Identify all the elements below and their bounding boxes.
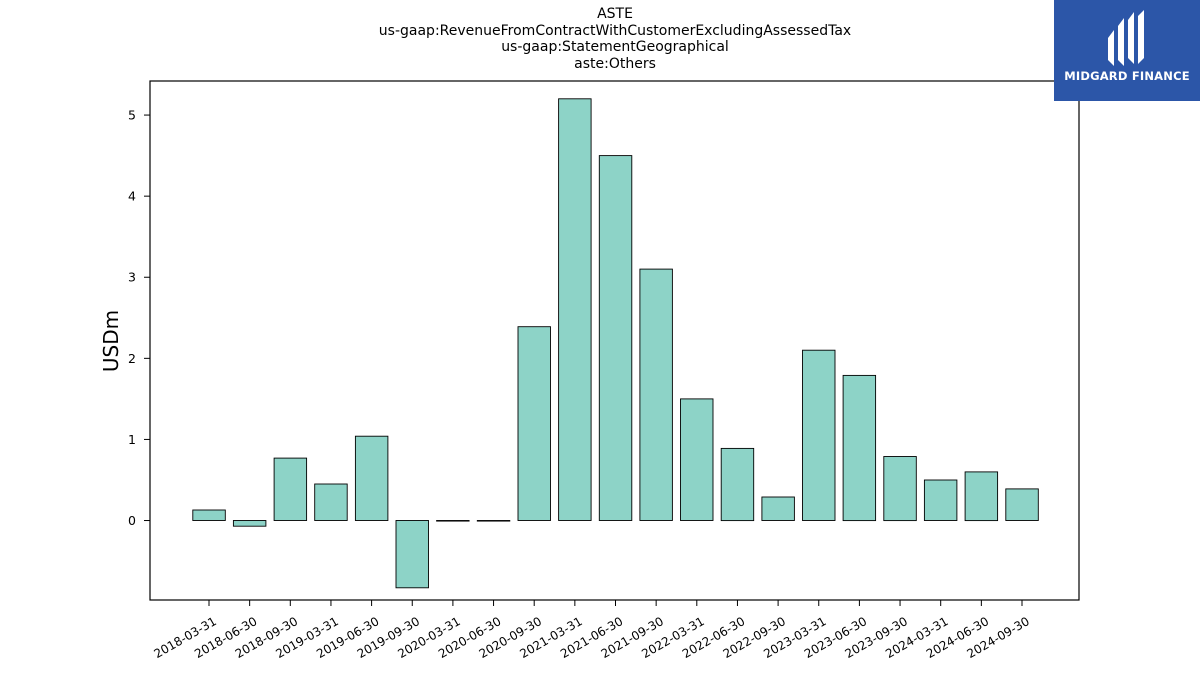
bar-2019-09-30	[395, 520, 429, 589]
bar-2024-09-30	[1005, 488, 1039, 521]
bar-2020-09-30	[517, 326, 551, 521]
bar-2023-09-30	[883, 456, 917, 522]
y-tick-label: 3	[128, 270, 136, 285]
bar-2020-06-30	[476, 520, 511, 522]
bar-2019-03-31	[314, 483, 348, 521]
bar-2024-03-31	[923, 479, 958, 521]
bar-2021-09-30	[639, 268, 673, 521]
bar-2022-03-31	[680, 398, 714, 521]
y-tick-label: 0	[128, 513, 136, 528]
bars-group	[192, 98, 1039, 589]
bar-2018-09-30	[273, 457, 308, 521]
y-axis: 0 1 2 3 4 5	[128, 108, 150, 528]
midgard-logo-mark-icon	[1108, 10, 1144, 66]
title-line-member: aste:Others	[574, 55, 656, 72]
y-tick-label: 2	[128, 351, 136, 366]
logo-text: MIDGARD FINANCE	[1064, 69, 1190, 83]
bar-2024-06-30	[964, 471, 999, 522]
bar-2022-09-30	[761, 496, 795, 521]
x-axis: 2018-03-312018-06-302018-09-302019-03-31…	[151, 600, 1032, 661]
chart-title: ASTE us-gaap:RevenueFromContractWithCust…	[315, 6, 915, 72]
y-tick-label: 1	[128, 432, 136, 447]
bar-2022-06-30	[720, 447, 755, 522]
y-tick-label: 4	[128, 189, 136, 204]
title-line-ticker: ASTE	[597, 6, 633, 22]
bar-2023-03-31	[802, 349, 836, 521]
title-line-concept: us-gaap:RevenueFromContractWithCustomerE…	[378, 22, 852, 39]
bar-2019-06-30	[354, 435, 389, 521]
bar-2020-03-31	[436, 520, 470, 522]
bar-2021-06-30	[598, 155, 633, 521]
bar-2018-06-30	[232, 520, 267, 527]
bar-2023-06-30	[842, 374, 877, 522]
title-line-axis: us-gaap:StatementGeographical	[501, 39, 729, 55]
bar-2018-03-31	[192, 509, 226, 521]
y-tick-label: 5	[128, 108, 136, 123]
midgard-finance-logo: MIDGARD FINANCE	[1054, 0, 1200, 101]
y-axis-label: USDm	[99, 310, 123, 372]
plot-frame	[149, 80, 1080, 601]
bar-2021-03-31	[558, 98, 592, 521]
